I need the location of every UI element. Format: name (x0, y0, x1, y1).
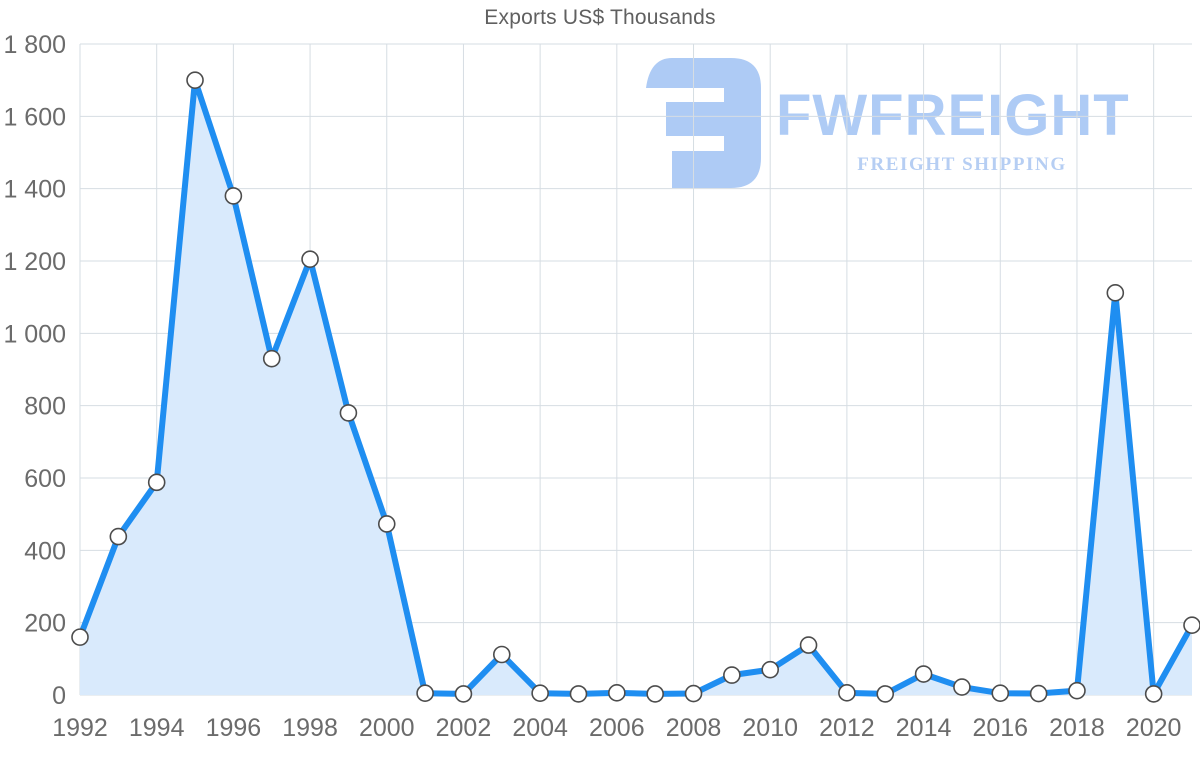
x-tick-label: 2000 (359, 714, 415, 742)
x-tick-label: 2014 (896, 714, 952, 742)
y-tick-label: 1 000 (3, 320, 66, 348)
data-point-marker[interactable] (186, 71, 204, 89)
data-point-marker[interactable] (684, 684, 703, 703)
x-tick-label: 2008 (666, 714, 722, 742)
data-point-marker[interactable] (914, 665, 933, 683)
data-point-marker[interactable] (454, 685, 473, 703)
data-point-marker[interactable] (1144, 685, 1163, 703)
data-point-marker[interactable] (109, 527, 128, 546)
y-tick-label: 1 400 (3, 176, 66, 204)
grid-lines (79, 43, 1192, 696)
data-point-marker[interactable] (646, 685, 664, 703)
data-point-marker[interactable] (339, 404, 358, 422)
data-point-marker[interactable] (569, 685, 588, 703)
data-point-marker[interactable] (723, 666, 741, 684)
data-point-marker[interactable] (799, 636, 818, 654)
x-tick-label: 2020 (1126, 714, 1182, 742)
y-axis-tick-labels: 0 200 400 600 800 1 000 1 200 1 400 1 600 1 800 (3, 31, 66, 710)
x-tick-label: 2016 (972, 714, 1028, 742)
data-point-marker[interactable] (531, 684, 549, 702)
y-tick-label: 600 (24, 465, 66, 493)
data-point-marker[interactable] (1029, 684, 1048, 703)
series-markers[interactable] (71, 71, 1200, 703)
data-point-marker[interactable] (492, 645, 511, 664)
x-tick-label: 2018 (1049, 714, 1105, 742)
data-point-marker[interactable] (147, 473, 166, 492)
data-point-marker[interactable] (71, 628, 89, 646)
x-axis-tick-labels: 1992 1994 1996 1998 2000 2002 2004 2006 2008 2010… (52, 714, 1181, 742)
data-point-marker[interactable] (838, 684, 856, 702)
x-tick-label: 2012 (819, 714, 875, 742)
y-tick-label: 1 200 (3, 248, 66, 276)
data-point-marker[interactable] (1106, 284, 1125, 302)
data-point-marker[interactable] (876, 685, 895, 703)
data-point-marker[interactable] (953, 678, 971, 696)
y-tick-label: 1 800 (3, 31, 66, 59)
x-tick-label: 1994 (129, 714, 185, 742)
data-point-marker[interactable] (1183, 616, 1200, 634)
y-tick-label: 200 (24, 610, 66, 638)
data-point-marker[interactable] (1068, 681, 1086, 700)
chart-title: Exports US$ Thousands (484, 6, 716, 29)
series-area-fill (80, 80, 1192, 696)
x-tick-label: 1996 (206, 714, 262, 742)
data-point-marker[interactable] (262, 349, 281, 368)
data-point-marker[interactable] (301, 250, 319, 268)
y-tick-label: 800 (24, 393, 66, 421)
data-point-marker[interactable] (377, 515, 396, 533)
y-tick-label: 0 (52, 682, 66, 710)
data-point-marker[interactable] (224, 187, 243, 205)
y-tick-label: 1 600 (3, 103, 66, 131)
x-tick-label: 2002 (436, 714, 492, 742)
data-point-marker[interactable] (991, 684, 1010, 702)
data-point-marker[interactable] (416, 684, 434, 702)
x-tick-label: 2010 (742, 714, 798, 742)
x-tick-label: 2004 (512, 714, 568, 742)
x-tick-label: 1998 (282, 714, 338, 742)
data-point-marker[interactable] (608, 684, 626, 702)
y-tick-label: 400 (24, 537, 66, 565)
data-point-marker[interactable] (761, 660, 780, 679)
x-tick-label: 1992 (52, 714, 108, 742)
x-tick-label: 2006 (589, 714, 645, 742)
